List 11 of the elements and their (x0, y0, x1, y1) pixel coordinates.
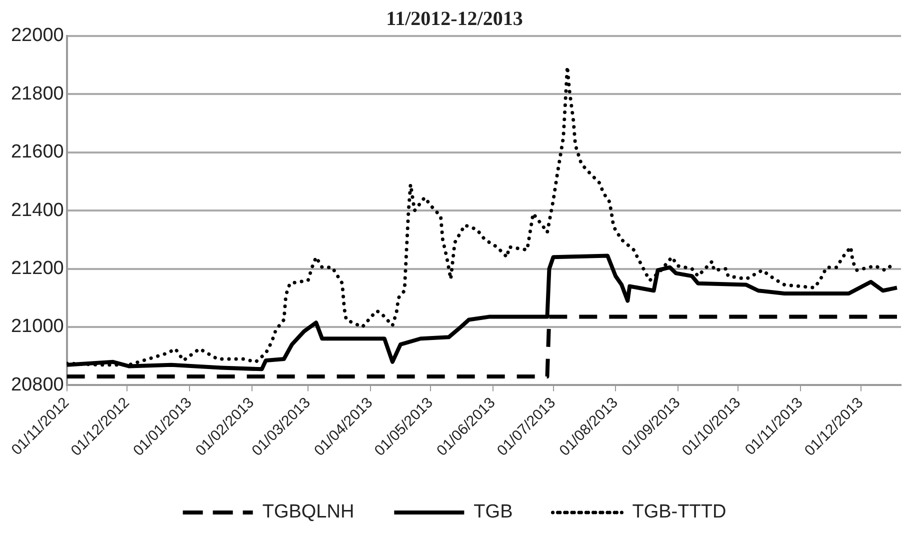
y-tick-label: 21400 (10, 200, 64, 221)
y-tick-label: 22000 (10, 25, 64, 46)
y-tick-label: 20800 (10, 374, 64, 396)
legend-label: TGB (474, 502, 513, 523)
y-tick-label: 21000 (10, 316, 64, 338)
legend-label: TGBQLNH (262, 502, 354, 523)
y-tick-label: 21800 (10, 83, 64, 104)
legend-label: TGB-TTTD (632, 502, 726, 523)
chart-title: 11/2012-12/2013 (386, 8, 523, 30)
y-tick-label: 21600 (10, 142, 64, 163)
y-tick-label: 21200 (10, 258, 64, 280)
